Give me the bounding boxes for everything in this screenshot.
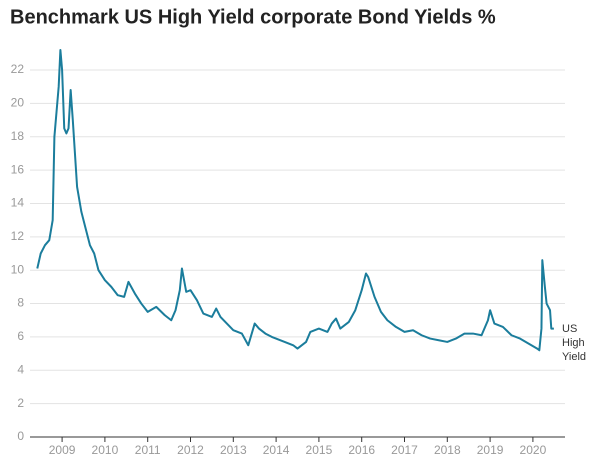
y-tick-label: 10 bbox=[11, 262, 25, 276]
series-label: US High Yield bbox=[562, 323, 587, 363]
x-tick-label: 2015 bbox=[306, 443, 333, 457]
x-tick-label: 2014 bbox=[263, 443, 290, 457]
y-tick-label: 14 bbox=[11, 196, 25, 210]
y-tick-label: 16 bbox=[11, 162, 25, 176]
x-tick-label: 2020 bbox=[520, 443, 547, 457]
y-tick-label: 22 bbox=[11, 62, 25, 76]
y-tick-label: 12 bbox=[11, 229, 25, 243]
x-tick-label: 2017 bbox=[391, 443, 418, 457]
x-tick-label: 2010 bbox=[92, 443, 119, 457]
x-tick-label: 2011 bbox=[135, 443, 161, 457]
y-tick-label: 2 bbox=[17, 396, 24, 410]
x-tick-label: 2009 bbox=[49, 443, 76, 457]
y-tick-label: 18 bbox=[11, 129, 25, 143]
line bbox=[36, 49, 554, 352]
x-tick-label: 2019 bbox=[477, 443, 504, 457]
y-tick-label: 20 bbox=[11, 96, 25, 110]
y-tick-label: 6 bbox=[17, 329, 24, 343]
x-tick-label: 2016 bbox=[348, 443, 375, 457]
y-tick-label: 4 bbox=[17, 362, 24, 376]
x-tick-label: 2018 bbox=[434, 443, 461, 457]
y-tick-label: 0 bbox=[17, 429, 24, 443]
chart-title: Benchmark US High Yield corporate Bond Y… bbox=[10, 6, 496, 28]
x-tick-label: 2012 bbox=[177, 443, 204, 457]
y-tick-label: 8 bbox=[17, 296, 24, 310]
x-tick-label: 2013 bbox=[220, 443, 247, 457]
